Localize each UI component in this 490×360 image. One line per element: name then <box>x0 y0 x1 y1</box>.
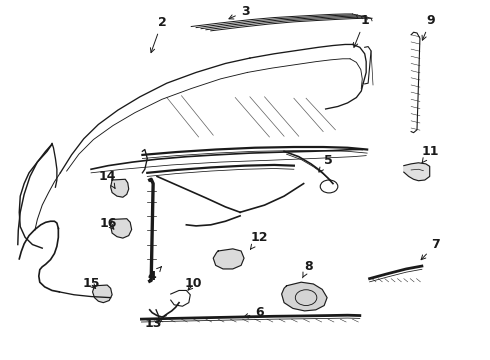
Text: 16: 16 <box>99 216 117 230</box>
Polygon shape <box>213 249 244 269</box>
Polygon shape <box>282 282 327 311</box>
Polygon shape <box>111 179 129 197</box>
Text: 7: 7 <box>421 238 440 260</box>
Text: 9: 9 <box>422 14 435 40</box>
Text: 5: 5 <box>319 154 332 172</box>
Text: 1: 1 <box>353 14 369 47</box>
Polygon shape <box>93 285 112 303</box>
Text: 2: 2 <box>150 16 166 53</box>
Text: 14: 14 <box>98 170 116 188</box>
Text: 13: 13 <box>145 317 162 330</box>
Text: 15: 15 <box>82 278 100 291</box>
Polygon shape <box>404 163 430 181</box>
Text: 3: 3 <box>229 5 249 19</box>
Polygon shape <box>111 219 132 238</box>
Text: 12: 12 <box>250 231 269 249</box>
Text: 8: 8 <box>302 260 313 278</box>
Text: 11: 11 <box>422 145 440 163</box>
Text: 10: 10 <box>185 278 202 291</box>
Text: 6: 6 <box>244 306 264 319</box>
Text: 4: 4 <box>148 267 161 283</box>
